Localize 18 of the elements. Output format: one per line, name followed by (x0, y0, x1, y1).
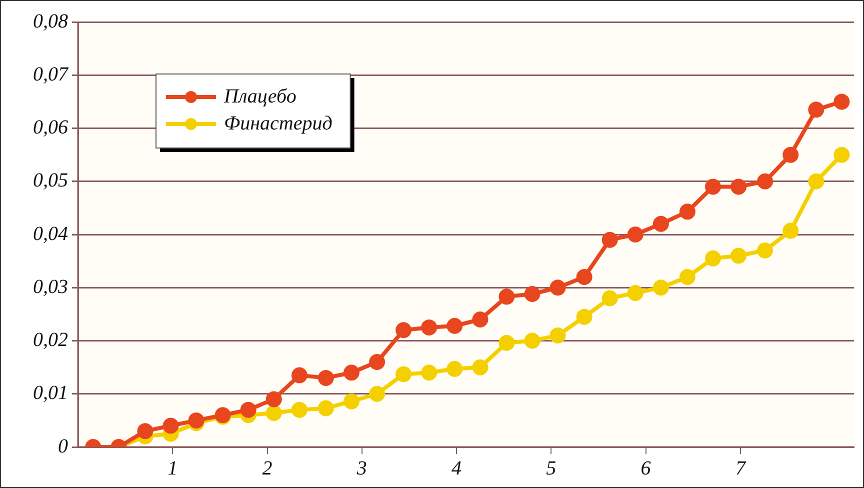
y-tick-label: 0,01 (33, 382, 68, 404)
x-tick-label: 4 (452, 457, 462, 480)
y-tick-label: 0,02 (33, 329, 68, 351)
y-tick-label: 0,03 (33, 276, 68, 298)
x-tick-label: 3 (356, 457, 367, 480)
y-tick-label: 0 (58, 435, 68, 458)
legend-label: Финастерид (224, 112, 332, 134)
y-tick-label: 0,04 (33, 222, 68, 245)
y-tick-label: 0,07 (33, 63, 69, 86)
x-tick-label: 7 (735, 457, 746, 480)
x-tick-label: 6 (640, 457, 651, 480)
y-tick-label: 0,05 (33, 170, 68, 192)
x-tick-label: 2 (262, 457, 272, 480)
y-tick-label: 0,08 (33, 10, 68, 32)
x-tick-label: 1 (168, 457, 178, 480)
y-tick-label: 0,06 (33, 116, 68, 138)
x-tick-label: 5 (546, 457, 556, 480)
legend-label: Плацебо (223, 85, 296, 108)
